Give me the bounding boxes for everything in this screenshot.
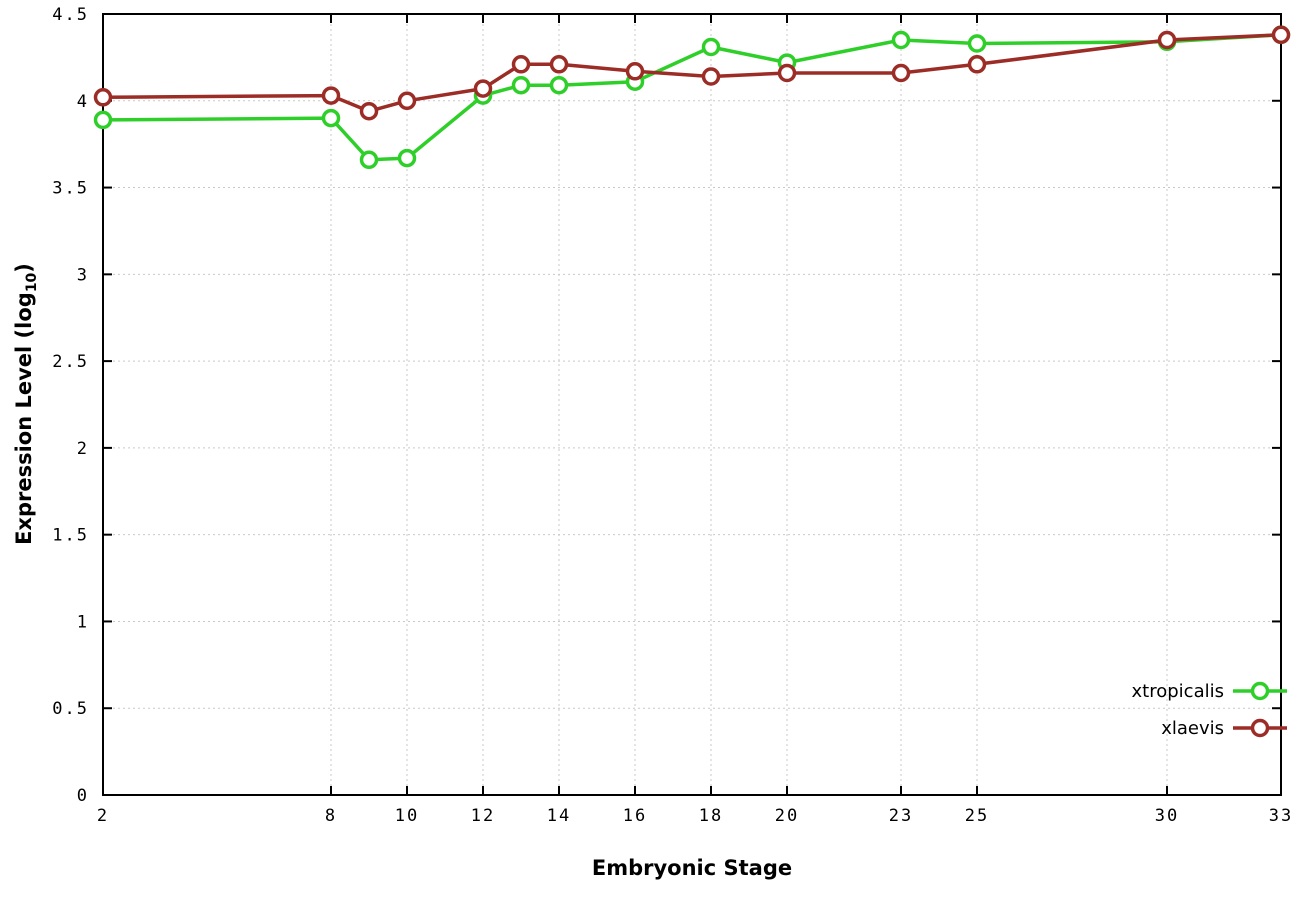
series-line-xlaevis [101,33,1283,113]
data-point-xlaevis [397,91,417,111]
y-tick-label: 0 [77,786,89,806]
data-point-xlaevis [891,63,911,83]
legend-label-xtropicalis: xtropicalis [1132,681,1224,702]
x-tick-label: 30 [1155,806,1179,826]
data-point-xlaevis [1271,25,1291,45]
data-point-xlaevis [321,86,341,105]
data-point-xtropicalis [549,75,569,95]
data-point-xtropicalis [321,108,341,128]
data-point-xlaevis [359,101,379,121]
x-tick-label: 20 [775,806,799,826]
x-tick-label: 23 [889,806,913,826]
y-tick-label: 2.5 [52,352,89,372]
data-point-xtropicalis [701,37,721,57]
legend-sample-point-xlaevis [1250,718,1270,738]
data-point-xtropicalis [967,34,987,53]
data-point-xlaevis [549,55,569,74]
x-tick-label: 2 [97,806,109,826]
y-tick-label: 2 [77,439,89,459]
data-point-xlaevis [625,62,645,81]
data-point-xlaevis [701,67,721,86]
x-axis-title: Embryonic Stage [591,856,793,880]
data-point-xlaevis [511,55,531,74]
data-point-xlaevis [93,88,113,107]
y-tick-label: 4 [77,92,89,112]
y-tick-label: 0.5 [52,699,89,719]
x-tick-label: 33 [1269,806,1293,826]
data-point-xtropicalis [511,75,531,95]
y-axis-title-sub: 10 [24,272,41,293]
legend-label-xlaevis: xlaevis [1161,718,1224,739]
x-tick-label: 14 [547,806,571,826]
x-tick-label: 25 [965,806,989,826]
y-axis-title-text: Expression Level (log [11,292,36,545]
data-point-xlaevis [1157,30,1177,50]
y-tick-label: 4.5 [52,5,89,25]
y-axis-title-close: ) [11,263,36,273]
data-point-xtropicalis [891,30,911,50]
y-tick-label: 3 [77,265,89,285]
x-tick-label: 10 [395,806,419,826]
plot-border [102,13,1282,796]
y-axis-title: Expression Level (log10) [12,263,40,545]
data-point-xtropicalis [397,148,417,168]
y-tick-label: 1 [77,612,89,632]
y-tick-label: 1.5 [52,526,89,546]
data-point-xlaevis [473,79,493,98]
x-tick-label: 16 [623,806,647,826]
legend-sample-point-xtropicalis [1250,681,1270,701]
x-tick-label: 12 [471,806,495,826]
data-point-xlaevis [777,63,797,83]
data-point-xtropicalis [359,150,379,170]
y-tick-label: 3.5 [52,179,89,199]
x-tick-label: 18 [699,806,723,826]
data-point-xtropicalis [93,110,113,130]
x-tick-label: 8 [325,806,337,826]
data-point-xlaevis [967,55,987,74]
